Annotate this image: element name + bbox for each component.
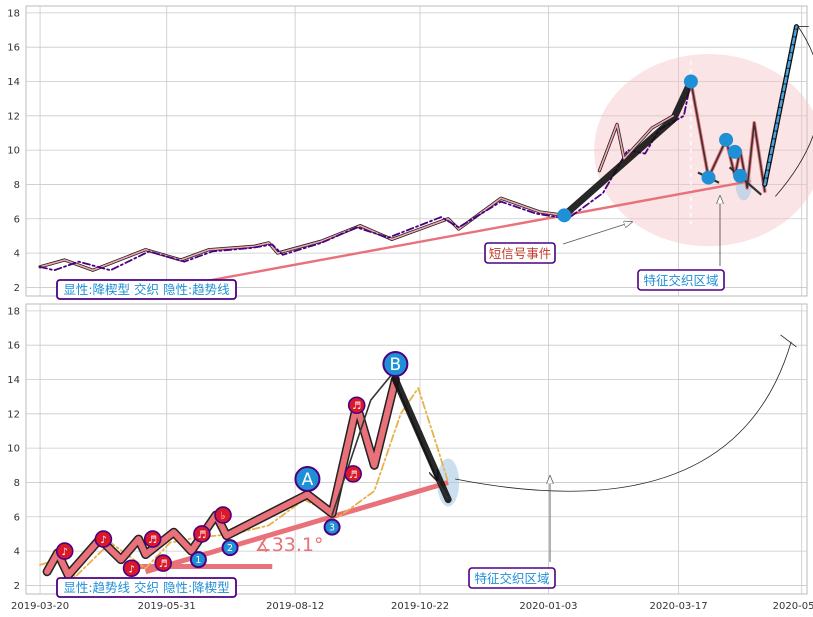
y-tick-label: 8 (14, 478, 20, 489)
trend-line (180, 179, 751, 287)
annotation-arrow (562, 222, 632, 245)
annotation-box (637, 269, 725, 291)
wave-label-text: A (302, 470, 314, 490)
event-marker (344, 465, 362, 483)
wave-label-circle (323, 518, 341, 536)
annotation-text: 特征交织区域 (474, 571, 549, 586)
y-tick-label: 2 (14, 283, 20, 294)
pattern-label-text: 显性:降楔型 交织 隐性:趋势线 (63, 282, 230, 297)
annotation-text: 短信号事件 (489, 246, 552, 261)
turning-point-marker (683, 74, 698, 89)
projection-arc (455, 341, 792, 492)
x-tick-label: 2019-08-12 (266, 601, 324, 612)
event-marker-symbol: ♬ (352, 401, 361, 412)
x-tick-label: 2020-03-17 (650, 601, 708, 612)
y-tick-label: 8 (14, 180, 20, 191)
event-marker (55, 542, 74, 560)
wave-label-circle (294, 466, 321, 493)
annotation-box (484, 242, 556, 264)
annotation-box (468, 567, 556, 589)
event-marker-symbol: ♪ (62, 547, 68, 558)
annotation-text: 特征交织区域 (643, 273, 718, 288)
wedge-line (436, 480, 449, 500)
event-marker-symbol: ♬ (197, 530, 206, 541)
x-tick-label: 2020-05-26 (773, 601, 813, 612)
wave-line (44, 376, 399, 579)
event-marker (94, 530, 113, 548)
event-marker-symbol: ♬ (148, 535, 157, 546)
event-marker-symbol: ♪ (100, 535, 106, 546)
x-tick-label: 2019-03-20 (11, 601, 69, 612)
event-marker (122, 559, 141, 578)
bold-wave-line (391, 376, 452, 504)
price-line (39, 197, 566, 272)
event-marker-symbol: ♬ (349, 470, 358, 481)
wave-label-circle (221, 539, 239, 557)
y-tick-label: 18 (7, 8, 20, 19)
y-tick-label: 14 (7, 375, 20, 386)
pattern-label-box (56, 279, 237, 300)
event-marker-symbol: ♪ (128, 564, 134, 575)
turning-point-marker (727, 144, 742, 159)
projection-arc-tick (780, 334, 797, 348)
y-tick-label: 16 (7, 43, 20, 54)
x-tick-label: 2019-05-31 (138, 601, 196, 612)
event-marker-symbol: ♭ (221, 511, 226, 522)
projection-line (763, 25, 798, 186)
y-tick-label: 6 (14, 214, 20, 225)
plot-frame (25, 5, 808, 297)
event-marker (214, 506, 232, 524)
y-tick-label: 6 (14, 512, 20, 523)
y-tick-label: 10 (7, 444, 20, 455)
event-marker (193, 525, 211, 543)
turning-point-marker (557, 208, 572, 223)
y-tick-label: 16 (7, 341, 20, 352)
angle-label: ∡33.1° (255, 534, 324, 556)
wave-label-circle (382, 351, 409, 378)
y-tick-label: 12 (7, 409, 20, 420)
y-tick-label: 18 (7, 306, 20, 317)
y-tick-label: 4 (14, 249, 20, 260)
wave-label-circle (189, 551, 207, 569)
wave-label-text: 3 (329, 523, 335, 534)
event-marker (347, 396, 366, 415)
price-line (598, 115, 675, 172)
event-marker (143, 530, 162, 548)
turning-point-marker (733, 168, 748, 183)
turning-point-marker (701, 170, 716, 185)
y-tick-label: 12 (7, 111, 20, 122)
pattern-label-text: 显性:趋势线 交织 隐性:降楔型 (63, 580, 229, 595)
projection-arc (775, 26, 813, 197)
top-panel: 2 4 6 8 10 12 14 16 18 显性:降楔型 交织 隐性:趋势线 短信号事件特征交织区… (7, 5, 813, 300)
y-tick-label: 4 (14, 547, 20, 558)
wave-label-text: B (390, 355, 402, 375)
pattern-label-box (56, 577, 237, 598)
event-marker-symbol: ♬ (159, 559, 168, 570)
bold-wave-line (560, 78, 695, 219)
wave-label-text: 1 (195, 555, 201, 566)
y-tick-label: 14 (7, 77, 20, 88)
wave-label-text: 2 (227, 543, 233, 554)
price-line-dashdot (39, 387, 450, 578)
y-tick-label: 2 (14, 581, 20, 592)
event-marker (154, 554, 173, 572)
x-tick-label: 2020-01-03 (519, 601, 577, 612)
x-tick-label: 2019-10-22 (391, 601, 449, 612)
y-tick-label: 10 (7, 146, 20, 157)
turning-point-marker (719, 132, 734, 147)
